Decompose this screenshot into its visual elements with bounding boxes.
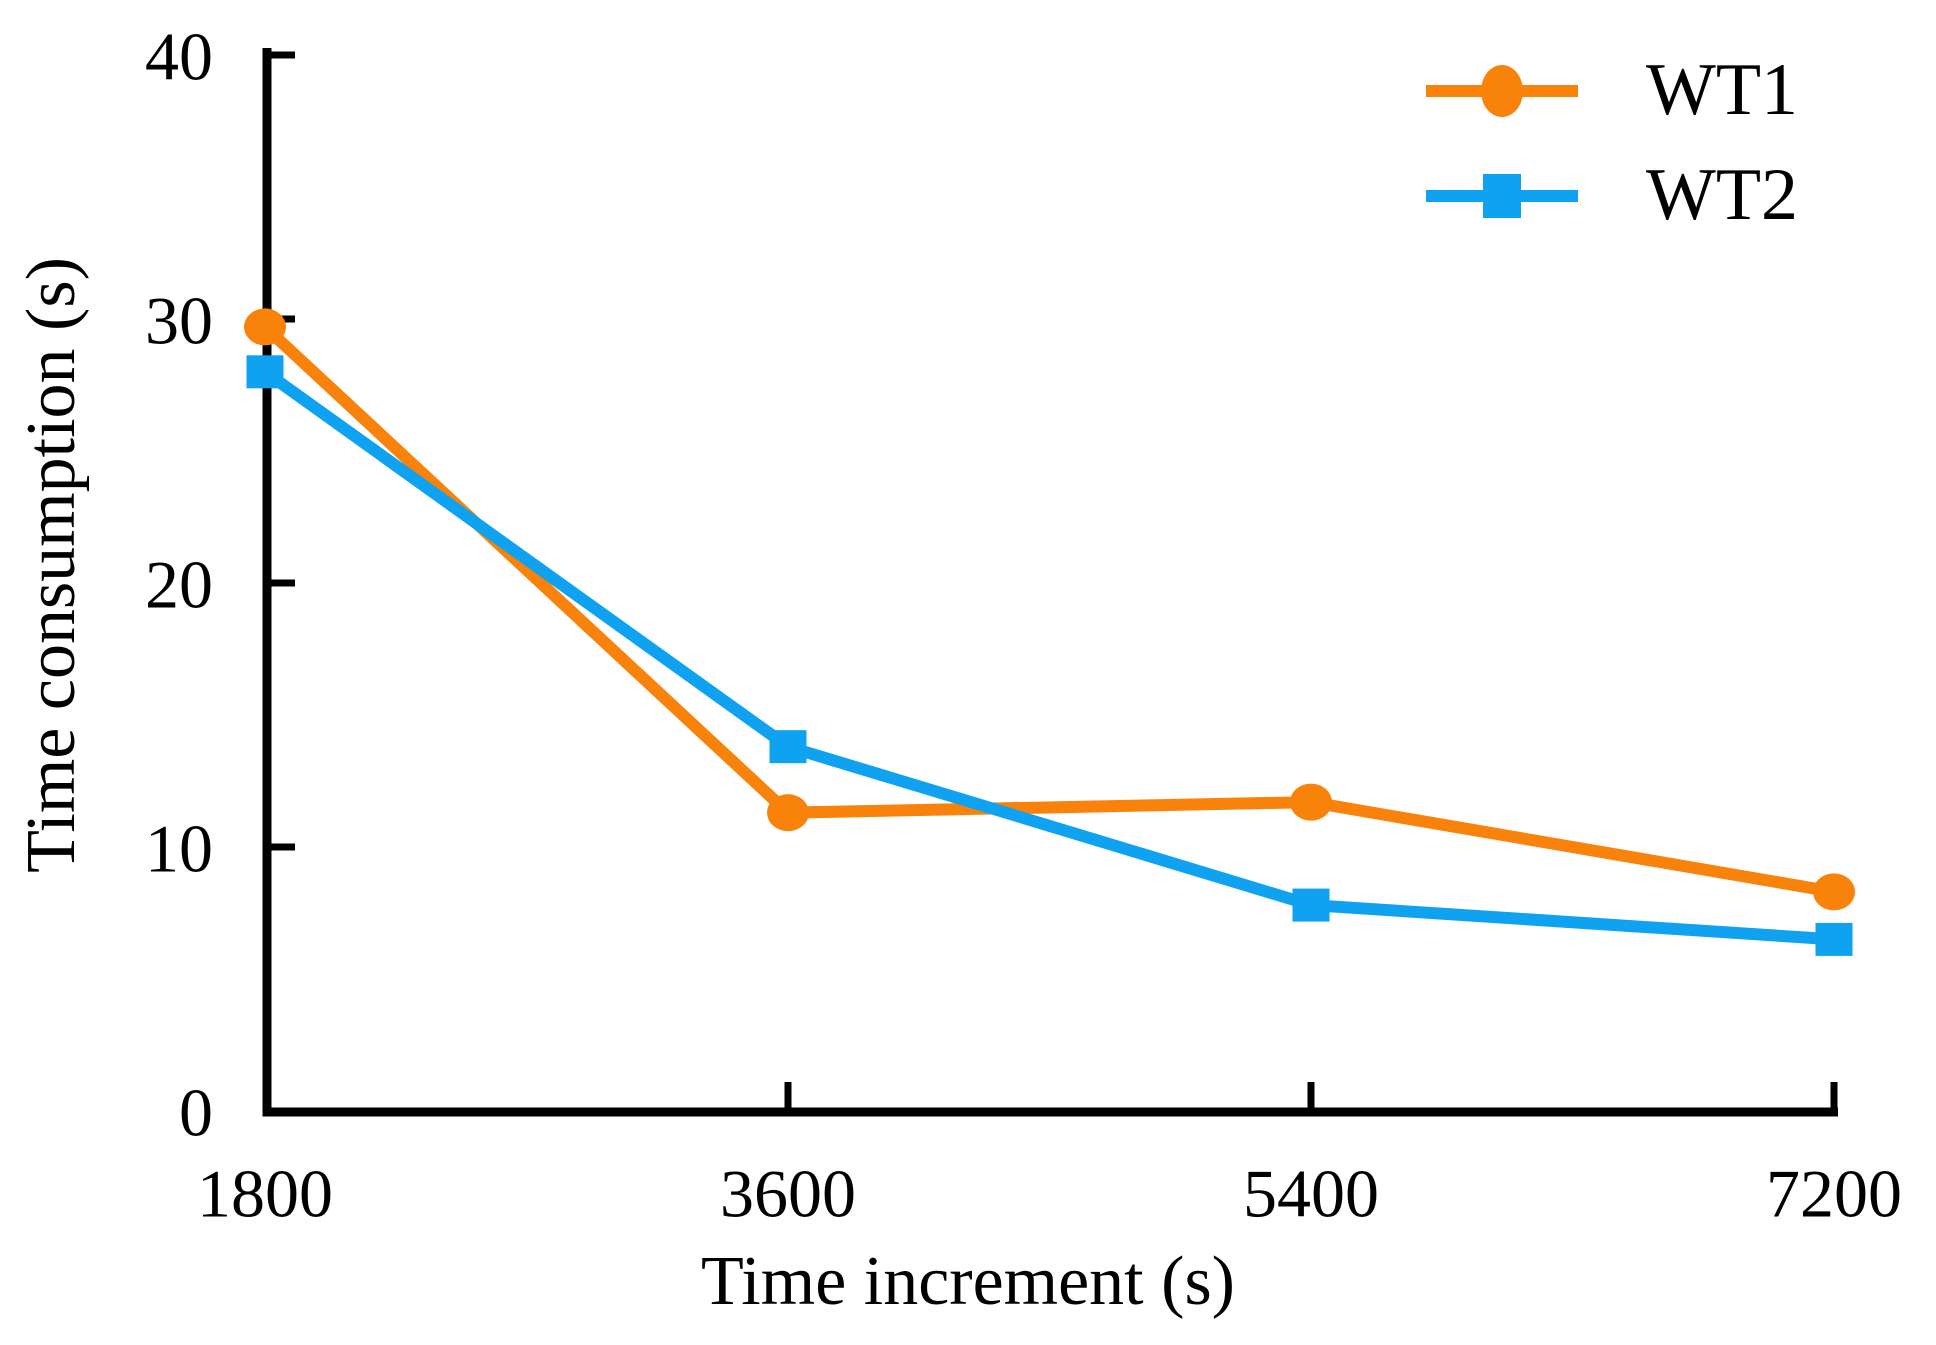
series-wt1-marker <box>1290 783 1332 821</box>
series-wt1-marker <box>244 308 286 346</box>
series-wt2-marker <box>246 355 284 389</box>
y-tick-label-20: 20 <box>145 546 213 622</box>
legend: WT1 WT2 <box>1422 38 1798 248</box>
series-wt2-marker <box>1292 888 1330 922</box>
x-tick-label-7200: 7200 <box>1766 1155 1902 1231</box>
x-tick-label-3600: 3600 <box>720 1155 856 1231</box>
series-wt2-marker <box>769 730 807 764</box>
x-tick-label-5400: 5400 <box>1243 1155 1379 1231</box>
square-marker-icon <box>1426 173 1578 218</box>
legend-row-wt2: WT2 <box>1422 143 1798 248</box>
x-axis-title: Time increment (s) <box>701 1243 1235 1320</box>
series-wt1-line <box>260 322 1836 898</box>
series-wt1-marker <box>767 794 809 832</box>
x-tick-label-1800: 1800 <box>197 1155 333 1231</box>
series-wt1-marker <box>1813 873 1855 911</box>
series-wt2-line <box>261 366 1835 946</box>
y-tick-label-40: 40 <box>145 18 213 94</box>
legend-label-wt1: WT1 <box>1646 49 1799 131</box>
y-axis-title: Time consumption (s) <box>13 257 90 873</box>
y-tick-label-30: 30 <box>145 282 213 358</box>
legend-label-wt2: WT2 <box>1646 154 1799 236</box>
y-tick-label-10: 10 <box>145 810 213 886</box>
series-wt2-marker <box>1815 922 1853 956</box>
y-tick-label-0: 0 <box>179 1074 213 1150</box>
legend-row-wt1: WT1 <box>1422 38 1798 143</box>
circle-marker-icon <box>1426 64 1578 117</box>
